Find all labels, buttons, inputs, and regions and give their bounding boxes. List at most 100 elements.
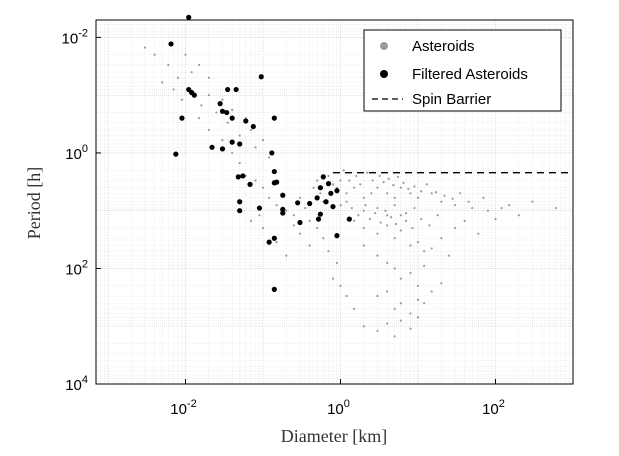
asteroid-point <box>292 214 295 217</box>
asteroid-point <box>396 175 399 178</box>
filtered-point <box>297 219 303 226</box>
asteroid-point <box>393 196 396 199</box>
asteroid-point <box>327 249 330 253</box>
asteroid-point <box>376 186 379 189</box>
filtered-point <box>224 109 230 116</box>
filtered-point <box>274 179 280 185</box>
legend-label-asteroids: Asteroids <box>412 38 475 55</box>
asteroid-point <box>399 229 402 232</box>
filtered-point <box>334 188 340 194</box>
asteroid-point <box>399 302 402 305</box>
filtered-point <box>334 233 340 239</box>
asteroid-point <box>172 88 175 91</box>
asteroid-point <box>386 322 389 325</box>
asteroid-point <box>393 203 396 207</box>
y-axis: 10-2 100 102 104 <box>62 27 101 394</box>
asteroid-point <box>322 237 325 240</box>
filtered-point <box>330 204 336 210</box>
filtered-point <box>209 144 215 150</box>
asteroid-point <box>268 156 271 159</box>
asteroid-point <box>423 302 426 305</box>
asteroid-point <box>355 174 358 178</box>
filtered-point <box>271 235 277 241</box>
y-tick-label: 102 <box>65 258 88 278</box>
asteroid-point <box>308 244 311 247</box>
asteroid-point <box>339 284 342 287</box>
asteroid-point <box>376 206 379 210</box>
filtered-point <box>243 118 249 124</box>
y-tick-label: 10-2 <box>62 27 88 47</box>
asteroid-point <box>249 219 253 222</box>
asteroid-point <box>500 206 503 210</box>
asteroid-point <box>420 190 423 193</box>
asteroid-point <box>409 271 412 275</box>
filtered-point <box>256 205 263 211</box>
asteroid-point <box>471 206 474 210</box>
asteroid-point <box>384 209 387 212</box>
asteroid-point <box>348 179 351 182</box>
asteroid-point <box>362 325 365 328</box>
asteroid-point <box>411 226 414 230</box>
asteroid-point <box>200 104 203 107</box>
asteroid-point <box>254 146 257 149</box>
asteroid-point <box>143 46 147 49</box>
asteroid-point <box>379 221 382 224</box>
asteroid-point <box>508 203 511 207</box>
legend: Asteroids Filtered Asteroids Spin Barrie… <box>363 29 562 112</box>
asteroid-point <box>425 183 428 186</box>
asteroid-point <box>359 183 362 186</box>
asteroid-point <box>180 98 184 101</box>
legend-label-spin-barrier: Spin Barrier <box>412 91 491 108</box>
asteroid-point <box>394 222 398 226</box>
asteroid-point <box>215 111 218 114</box>
asteroid-point <box>268 196 271 199</box>
asteroid-point <box>161 81 164 84</box>
asteroid-point <box>386 224 389 227</box>
asteroid-point <box>393 335 396 338</box>
filtered-point <box>271 168 277 175</box>
asteroid-point <box>430 290 433 293</box>
asteroid-point <box>153 53 156 56</box>
asteroid-point <box>393 307 396 310</box>
asteroid-point <box>362 196 365 199</box>
asteroid-point <box>371 179 374 182</box>
asteroid-point <box>353 219 356 222</box>
asteroid-point <box>292 224 295 227</box>
asteroid-point <box>404 211 408 215</box>
asteroid-point <box>350 206 353 210</box>
asteroid-point <box>362 226 365 230</box>
asteroid-point <box>275 203 278 207</box>
asteroid-point <box>345 294 348 298</box>
asteroid-point <box>404 219 408 222</box>
filtered-point <box>217 100 223 107</box>
asteroid-point <box>423 264 426 267</box>
filtered-point <box>271 115 277 121</box>
filtered-point <box>168 41 174 47</box>
asteroid-point <box>399 214 402 217</box>
asteroid-point <box>167 63 170 67</box>
asteroid-point <box>453 226 457 230</box>
y-tick-label: 104 <box>65 374 88 394</box>
asteroid-point <box>517 214 520 217</box>
x-tick-label: 102 <box>482 398 505 418</box>
asteroid-point <box>399 277 402 280</box>
asteroid-point <box>184 53 187 56</box>
asteroid-point <box>368 218 372 221</box>
filtered-point <box>271 286 277 292</box>
filtered-point <box>173 151 179 157</box>
asteroid-point <box>436 214 439 217</box>
asteroid-point <box>382 181 385 184</box>
asteroid-point <box>386 214 389 217</box>
asteroid-point <box>285 254 288 257</box>
asteroid-point <box>176 76 180 79</box>
filtered-point <box>237 141 243 147</box>
asteroid-point <box>374 211 377 215</box>
asteroid-point <box>399 319 402 322</box>
filtered-point <box>346 216 352 222</box>
data-layer <box>143 14 573 338</box>
series-1 <box>168 14 352 292</box>
asteroid-point <box>316 179 319 182</box>
asteroid-point <box>345 200 348 203</box>
filtered-point <box>314 195 320 201</box>
filtered-point <box>295 200 301 206</box>
